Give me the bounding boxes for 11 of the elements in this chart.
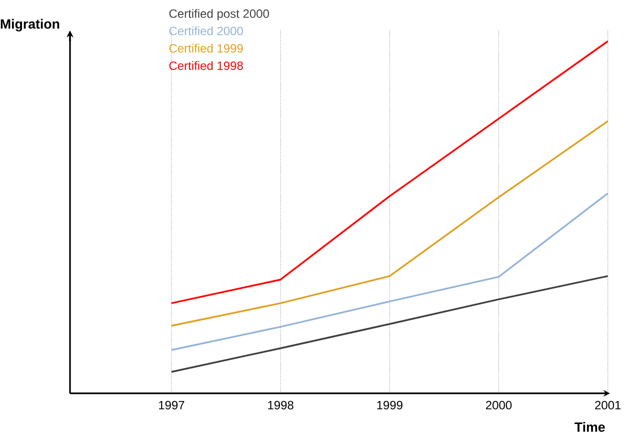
x-tick-label: 1997 — [159, 400, 184, 410]
x-tick-label: 1998 — [268, 400, 294, 410]
text: Certified post 2000 — [169, 9, 269, 20]
text: Certified 1998 — [169, 61, 243, 70]
x-tick-label: 1999 — [377, 400, 402, 410]
x-tick-label: 2000 — [486, 400, 512, 410]
text: Certified 2000 — [169, 26, 243, 36]
y-axis-title: Migration — [0, 18, 60, 32]
x-tick-label: 2001 — [595, 400, 621, 410]
text: Certified 1999 — [169, 44, 243, 53]
x-axis-title: Time — [574, 422, 605, 432]
